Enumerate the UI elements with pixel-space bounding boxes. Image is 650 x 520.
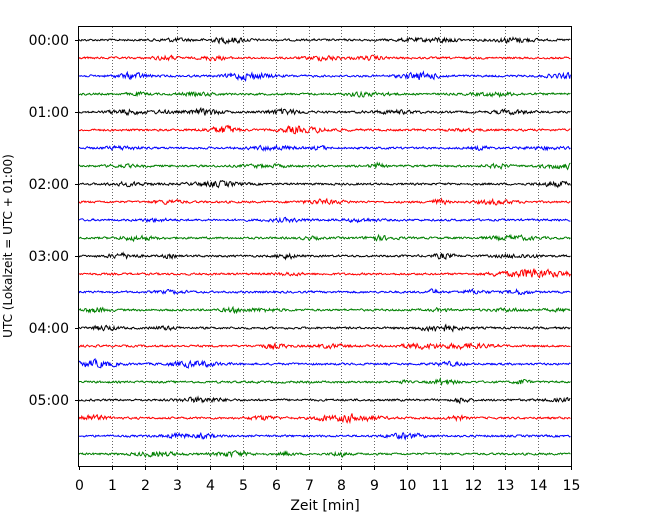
x-tick-label: 10: [399, 478, 417, 494]
x-axis-label: Zeit [min]: [290, 498, 359, 514]
y-tick-label: 03:00: [29, 249, 69, 265]
x-tick-label: 12: [465, 478, 483, 494]
trace-row-23: [78, 450, 571, 459]
y-tick-label: 05:00: [29, 393, 69, 409]
trace-row-0: [78, 36, 571, 45]
y-tick-label: 04:00: [29, 321, 69, 337]
trace-row-1: [78, 54, 571, 62]
trace-row-5: [78, 124, 571, 135]
trace-row-10: [78, 216, 571, 224]
trace-row-9: [78, 197, 571, 206]
trace-row-17: [78, 341, 571, 351]
trace-row-19: [78, 377, 571, 387]
trace-row-6: [78, 143, 571, 152]
trace-row-13: [78, 268, 571, 279]
y-tick-label: 02:00: [29, 177, 69, 193]
x-tick-label: 13: [497, 478, 515, 494]
trace-row-4: [78, 106, 571, 117]
trace-row-15: [78, 305, 571, 315]
grid-lines: [112, 27, 539, 466]
y-tick-label: 01:00: [29, 105, 69, 121]
x-axis-ticks: 0 1 2 3 4 5 6 7 8 9 10 11 12 13 14 15: [75, 466, 580, 494]
x-tick-label: 14: [530, 478, 548, 494]
y-axis-ticks: 00:00 01:00 02:00 03:00 04:00 05:00: [29, 33, 79, 409]
y-tick-label: 00:00: [29, 33, 69, 49]
trace-row-7: [78, 161, 571, 171]
x-tick-label: 3: [173, 478, 182, 494]
plot-frame: [78, 26, 572, 467]
x-tick-label: 8: [337, 478, 346, 494]
y-axis-label: UTC (Lokalzeit = UTC + 01:00): [1, 154, 15, 338]
trace-row-20: [78, 395, 571, 405]
x-tick-label: 7: [305, 478, 314, 494]
x-tick-label: 9: [370, 478, 379, 494]
x-tick-label: 6: [272, 478, 281, 494]
x-tick-label: 15: [563, 478, 581, 494]
trace-row-8: [78, 180, 571, 189]
x-tick-label: 2: [141, 478, 150, 494]
trace-row-14: [78, 287, 571, 296]
x-tick-label: 11: [432, 478, 450, 494]
trace-row-16: [78, 323, 571, 333]
seismic-traces: [78, 36, 571, 459]
trace-row-22: [78, 431, 571, 441]
x-tick-label: 4: [206, 478, 215, 494]
trace-row-12: [78, 251, 571, 261]
trace-row-3: [78, 90, 571, 99]
x-tick-label: 1: [108, 478, 117, 494]
trace-row-11: [78, 233, 571, 243]
trace-row-2: [78, 70, 571, 82]
trace-row-18: [78, 357, 571, 369]
x-tick-label: 5: [239, 478, 248, 494]
x-tick-label: 0: [75, 478, 84, 494]
trace-row-21: [78, 413, 571, 425]
